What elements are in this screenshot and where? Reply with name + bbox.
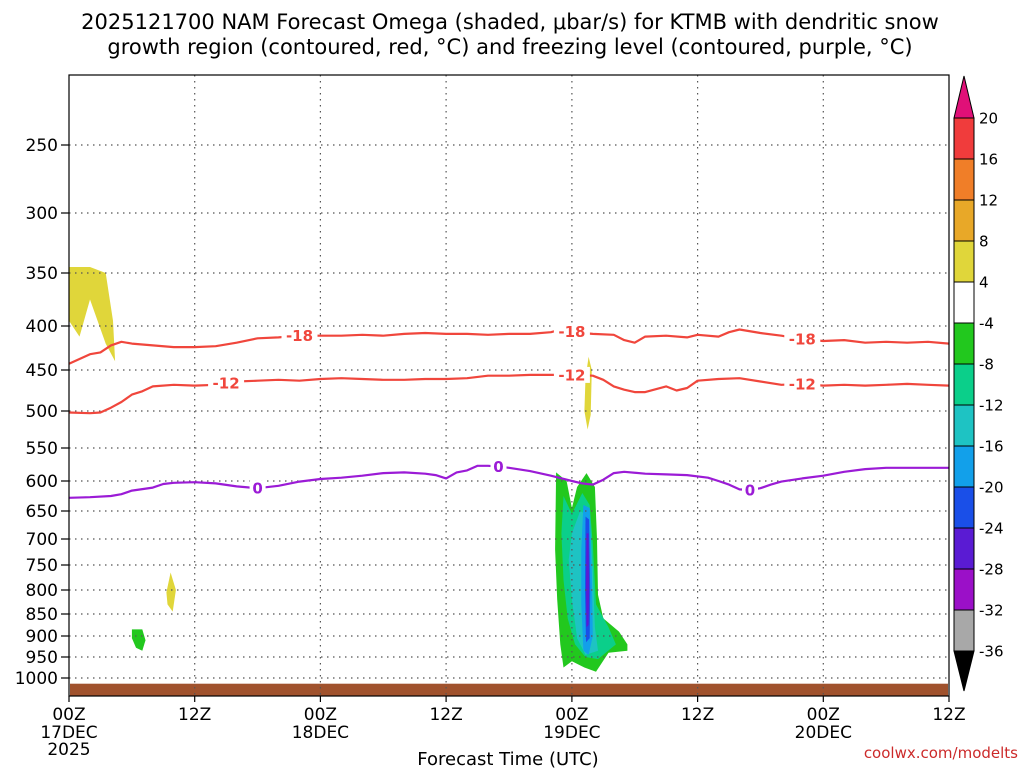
- colorbar-label-4: 4: [979, 274, 989, 292]
- gridlines: [69, 75, 949, 696]
- colorbar-label-13: -36: [979, 643, 1004, 661]
- dgz-top-label-1: -18: [558, 323, 585, 341]
- dgz-bottom-label-2: -12: [789, 375, 816, 393]
- freezing-level-label-bg-0: [249, 480, 266, 497]
- colorbar-swatch-12: [953, 609, 975, 652]
- y-tick-label-650: 650: [26, 502, 58, 522]
- chart-title-line-2: growth region (contoured, red, °C) and f…: [107, 35, 912, 59]
- y-tick-label-300: 300: [26, 204, 58, 224]
- y-tick-label-900: 900: [26, 627, 58, 647]
- freezing-level-label-bg-2: [742, 482, 758, 498]
- y-tick-label-250: 250: [26, 136, 58, 156]
- y-tick-label-500: 500: [26, 402, 58, 422]
- ground-layer: [70, 683, 948, 696]
- y-tick-label-750: 750: [26, 556, 58, 576]
- x-tick-label-48: 00Z: [555, 705, 588, 725]
- x-tick-label-36: 12Z: [429, 705, 462, 725]
- x-tick-label-0: 00Z: [52, 705, 85, 725]
- colorbar-swatch-11: [953, 568, 975, 611]
- dgz-top-label-2: -18: [789, 331, 816, 349]
- dgz-top-label-0: -18: [286, 327, 313, 345]
- colorbar-swatch-7: [953, 404, 975, 447]
- colorbar-swatch-4: [953, 281, 975, 324]
- colorbar-label-1: 16: [979, 151, 998, 169]
- dgz-bottom-label-bg-0: [208, 375, 245, 392]
- dgz-top-label-bg-1: [553, 323, 590, 340]
- colorbar-label-10: -24: [979, 520, 1004, 538]
- colorbar-swatch-8: [953, 445, 975, 488]
- colorbar-label-12: -32: [979, 602, 1004, 620]
- y-tick-label-800: 800: [26, 581, 58, 601]
- y-tick-label-550: 550: [26, 439, 58, 459]
- x-tick-label-60: 12Z: [681, 705, 714, 725]
- x-axis-title: Forecast Time (UTC): [417, 749, 598, 768]
- x-tick-label-84: 12Z: [932, 705, 965, 725]
- y-axis: 2503003504004505005506006507007508008509…: [15, 136, 69, 689]
- freezing-level-label-1: 0: [493, 458, 503, 476]
- x-tick-label-72: 00Z: [807, 705, 840, 725]
- x-date-label-48: 19DEC: [543, 723, 600, 743]
- colorbar-swatch-10: [953, 527, 975, 570]
- plot-frame: [68, 74, 950, 697]
- colorbar-swatch-1: [953, 158, 975, 201]
- omega--8-to--4-h6-5: [131, 629, 146, 651]
- y-tick-label-400: 400: [26, 317, 58, 337]
- freezing-level-label-0: 0: [252, 480, 262, 498]
- x-tick-label-12: 12Z: [178, 705, 211, 725]
- y-tick-label-1000: 1000: [15, 669, 58, 689]
- dgz-bottom-line: [68, 373, 950, 415]
- y-tick-label-350: 350: [26, 264, 58, 284]
- colorbar-label-9: -20: [979, 479, 1004, 497]
- colorbar-label-6: -8: [979, 356, 994, 374]
- ground-strip: [70, 683, 948, 696]
- colorbar-label-3: 8: [979, 233, 989, 251]
- colorbar-swatch-0: [953, 117, 975, 160]
- x-date-label-24: 18DEC: [292, 723, 349, 743]
- freezing-level-label-2: 0: [745, 482, 755, 500]
- y-tick-label-450: 450: [26, 361, 58, 381]
- y-tick-label-950: 950: [26, 648, 58, 668]
- colorbar-swatch-3: [953, 240, 975, 283]
- colorbar-label-2: 12: [979, 192, 998, 210]
- colorbar-label-0: 20: [979, 110, 998, 128]
- x-tick-label-24: 00Z: [304, 705, 337, 725]
- y-tick-label-700: 700: [26, 530, 58, 550]
- y-tick-label-850: 850: [26, 605, 58, 625]
- colorbar: 20 16 12 8 4 -4 -8 -12 -16 -20 -24 -28 -32 -36: [953, 75, 1004, 692]
- dgz-top-line: [68, 328, 950, 365]
- colorbar-bottom-arrow: [953, 650, 975, 692]
- colorbar-swatch-2: [953, 199, 975, 242]
- freezing-level-label-bg-1: [490, 458, 507, 475]
- x-date-label-0: 17DEC: [40, 723, 97, 743]
- y-tick-label-600: 600: [26, 472, 58, 492]
- omega--28-to--24-h49: [586, 533, 590, 628]
- dgz-bottom-label-bg-2: [784, 375, 821, 392]
- dgz-bottom-label-0: -12: [213, 375, 240, 393]
- colorbar-swatch-9: [953, 486, 975, 529]
- source-credit: coolwx.com/modelts: [864, 744, 1018, 762]
- dgz-bottom-label-bg-1: [553, 366, 590, 383]
- freezing-level-line: [68, 464, 949, 499]
- colorbar-top-arrow: [953, 75, 975, 119]
- colorbar-label-5: -4: [979, 315, 994, 333]
- colorbar-swatch-5: [953, 322, 975, 365]
- omega-shading-layer: [69, 267, 628, 672]
- dgz-top-label-bg-2: [784, 331, 821, 348]
- chart-title-line-1: 2025121700 NAM Forecast Omega (shaded, μ…: [81, 10, 939, 34]
- colorbar-label-7: -12: [979, 397, 1004, 415]
- dgz-top-label-bg-0: [281, 327, 318, 344]
- colorbar-swatch-6: [953, 363, 975, 406]
- omega-+4-to-+8-h0: [69, 267, 116, 362]
- colorbar-label-11: -28: [979, 561, 1004, 579]
- omega-+4-to-+8-h9-5: [166, 572, 176, 612]
- contour-layer: -18 -18 -18 -12 -12 -12 0 0 0: [68, 323, 950, 500]
- x-year-label-0: 2025: [47, 740, 90, 760]
- x-date-label-72: 20DEC: [795, 723, 852, 743]
- dgz-bottom-label-1: -12: [558, 366, 585, 384]
- colorbar-label-8: -16: [979, 438, 1004, 456]
